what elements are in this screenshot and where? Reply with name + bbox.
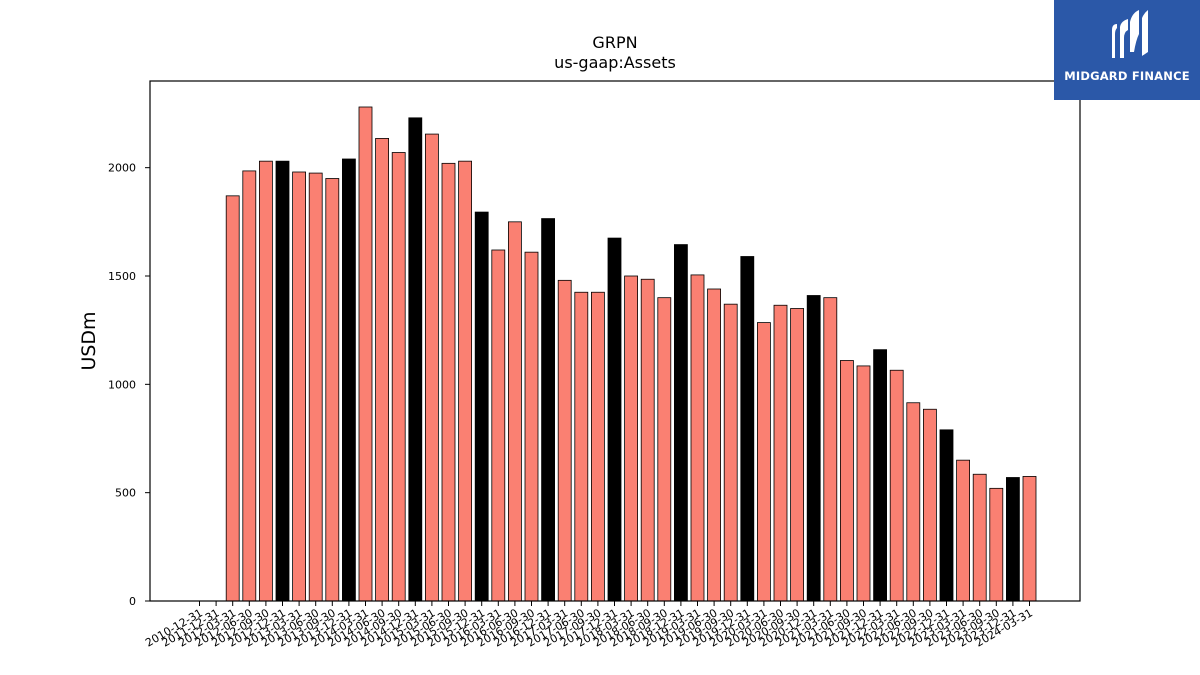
bar-2015-12-31 [474,211,489,602]
bar-2017-03-31 [557,279,572,602]
bar-2023-12-31 [1006,477,1020,602]
chart-title: GRPN [592,33,637,52]
bar-2022-09-30 [923,408,937,602]
y-ticks-group: 0 500 1000 1500 2000 [108,162,150,608]
bar-2019-09-30 [723,303,738,602]
bar-2020-03-31 [757,322,771,602]
bar-2020-06-30 [773,304,788,602]
bar-2018-09-30 [657,297,672,602]
bar-2018-06-30 [640,278,655,602]
bar-2014-06-30 [375,138,390,602]
bar-2016-12-31 [541,218,555,602]
bar-2019-03-31 [690,274,705,602]
y-tick-label: 1500 [108,270,136,283]
y-tick-label: 500 [115,487,136,500]
y-tick-label: 1000 [108,378,136,391]
bar-2022-03-31 [889,369,904,602]
bar-2023-03-31 [956,459,970,602]
bar-2015-03-31 [424,133,439,602]
bar-2014-09-30 [391,152,406,602]
bar-2012-09-30 [258,160,273,602]
bar-2018-12-31 [674,244,688,602]
bar-2013-09-30 [325,178,340,602]
bar-2012-03-31 [225,195,240,602]
bar-2013-03-31 [292,171,307,602]
bar-2021-12-31 [873,349,887,602]
bar-2013-06-30 [308,172,323,602]
y-tick-label: 0 [129,595,136,608]
bar-2014-12-31 [408,117,423,602]
bar-2016-09-30 [524,251,539,602]
logo-text: MIDGARD FINANCE [1064,69,1190,83]
bar-2024-03-31 [1022,476,1037,602]
bar-2014-03-31 [358,106,373,602]
bar-2016-03-31 [491,249,506,602]
bar-2017-12-31 [607,237,622,602]
chart-subtitle: us-gaap:Assets [554,53,676,72]
logo-mark-icon [1112,10,1148,58]
bar-2012-06-30 [242,170,257,602]
x-ticks-group: 2010-12-312011-12-312012-03-312012-06-30… [143,601,1035,650]
bar-2020-12-31 [806,295,821,602]
midgard-finance-logo: MIDGARD FINANCE [1054,0,1200,100]
y-tick-label: 2000 [108,162,136,175]
bar-2022-06-30 [906,402,921,602]
bar-2019-12-31 [740,256,755,602]
bar-2021-09-30 [856,365,871,602]
bar-2017-09-30 [591,291,605,602]
bar-2023-06-30 [972,473,987,602]
bars-group [225,106,1037,602]
bar-2012-12-31 [275,160,290,602]
bar-2015-06-30 [441,162,456,602]
bar-2017-06-30 [574,291,589,602]
bar-2013-12-31 [341,158,356,602]
bar-2016-06-30 [507,221,522,602]
bar-2023-09-30 [989,487,1004,602]
bar-2018-03-31 [624,275,638,602]
plot-frame [149,80,1081,602]
bar-2015-09-30 [458,160,473,602]
bar-2022-12-31 [939,429,954,602]
y-axis-label: USDm [78,311,100,370]
bar-2020-09-30 [790,308,804,602]
bar-2021-03-31 [823,297,838,602]
bar-2019-06-30 [707,288,721,602]
bar-2021-06-30 [840,360,854,602]
